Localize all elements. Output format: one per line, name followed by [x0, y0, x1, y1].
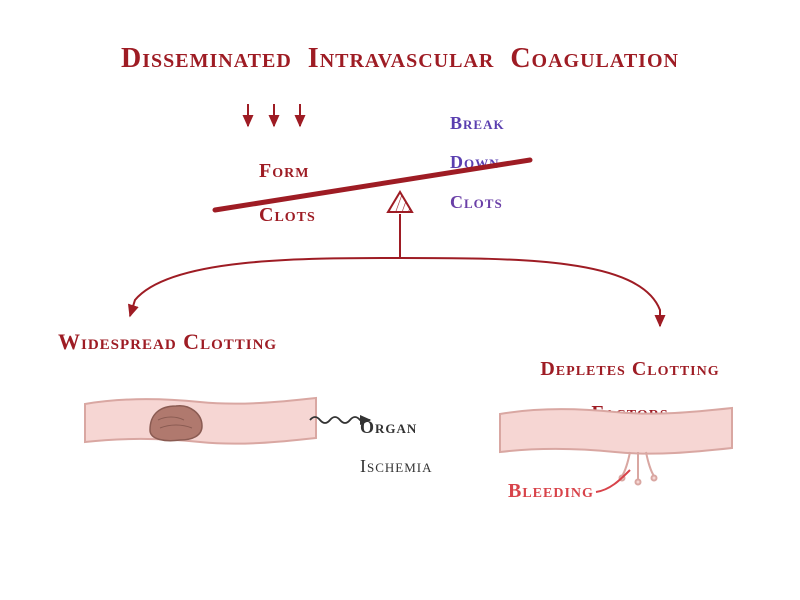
seesaw-left-label: Form Clots: [235, 138, 316, 248]
down-arrows-group: [248, 104, 300, 126]
seesaw-right-label: Break Down Clots: [428, 94, 505, 233]
seesaw-left-line1: Form: [259, 160, 309, 182]
page-title: Disseminated Intravascular Coagulation: [0, 44, 800, 75]
right-heading-line2: Factors: [591, 402, 668, 424]
seesaw-left-line2: Clots: [259, 204, 316, 226]
right-heading: Depletes Clotting Factors: [488, 336, 748, 446]
bleeding-pointer: [596, 470, 630, 492]
bleeding-label: Bleeding: [508, 480, 594, 502]
clot-icon: [150, 406, 202, 441]
seesaw-right-line3: Clots: [450, 192, 503, 212]
right-heading-line1: Depletes Clotting: [540, 358, 719, 380]
diagram-svg: [0, 0, 800, 600]
organ-line1: Organ: [360, 417, 417, 437]
branch-connector: [130, 214, 660, 326]
organ-ischemia-label: Organ Ischemia: [338, 398, 433, 497]
left-heading: Widespread Clotting: [58, 330, 277, 354]
bleed-icon: [620, 452, 657, 485]
fulcrum: [388, 192, 412, 212]
seesaw-right-line1: Break: [450, 113, 505, 133]
diagram-stage: Disseminated Intravascular Coagulation F…: [0, 0, 800, 600]
left-vessel: [85, 398, 316, 444]
organ-line2: Ischemia: [360, 456, 433, 476]
seesaw-right-line2: Down: [450, 152, 500, 172]
